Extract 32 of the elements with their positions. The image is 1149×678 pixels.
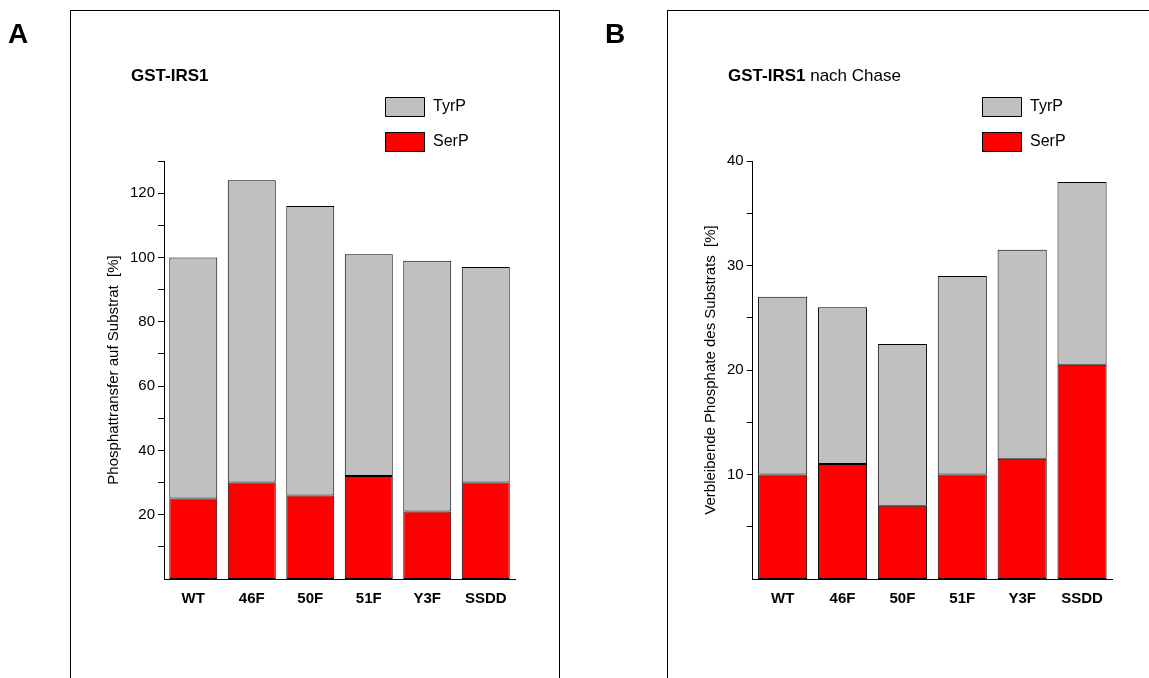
chart-title: GST-IRS1 bbox=[131, 66, 209, 85]
y-axis-title: Phosphattransfer auf Substrat [%] bbox=[104, 255, 122, 485]
y-tick-label: 40 bbox=[727, 151, 744, 169]
x-tick-label: SSDD bbox=[464, 589, 507, 607]
x-tick-label: 46F bbox=[238, 589, 265, 607]
chart-title: GST-IRS1 nach Chase bbox=[728, 66, 901, 85]
x-tick-label: 51F bbox=[949, 589, 976, 607]
x-tick-label: SSDD bbox=[1061, 589, 1104, 607]
x-tick-label: Y3F bbox=[413, 589, 442, 607]
y-tick-label: 20 bbox=[727, 360, 744, 378]
y-tick-label: 20 bbox=[138, 504, 156, 522]
y-tick-label: 10 bbox=[727, 464, 744, 482]
y-tick-label: 40 bbox=[138, 440, 156, 458]
y-axis-title: Verbleibende Phosphate des Substrats [%] bbox=[701, 225, 719, 515]
y-tick-label: 100 bbox=[130, 247, 156, 265]
y-tick-label: 80 bbox=[138, 311, 156, 329]
legend-label: SerP bbox=[433, 132, 469, 150]
x-tick-label: 46F bbox=[829, 589, 856, 607]
y-tick-label: 60 bbox=[138, 376, 156, 394]
x-tick-label: WT bbox=[181, 589, 205, 607]
x-tick-label: 50F bbox=[889, 589, 916, 607]
text: B bbox=[605, 18, 626, 50]
x-tick-label: 50F bbox=[297, 589, 324, 607]
legend-label: TyrP bbox=[433, 97, 466, 115]
y-tick-label: 120 bbox=[130, 183, 156, 201]
x-tick-label: Y3F bbox=[1008, 589, 1036, 607]
legend-label: SerP bbox=[1030, 132, 1066, 150]
text: A bbox=[8, 18, 29, 50]
y-tick-label: 30 bbox=[727, 255, 744, 273]
x-tick-label: WT bbox=[770, 589, 795, 607]
legend-label: TyrP bbox=[1030, 97, 1063, 115]
x-tick-label: 51F bbox=[355, 589, 382, 607]
